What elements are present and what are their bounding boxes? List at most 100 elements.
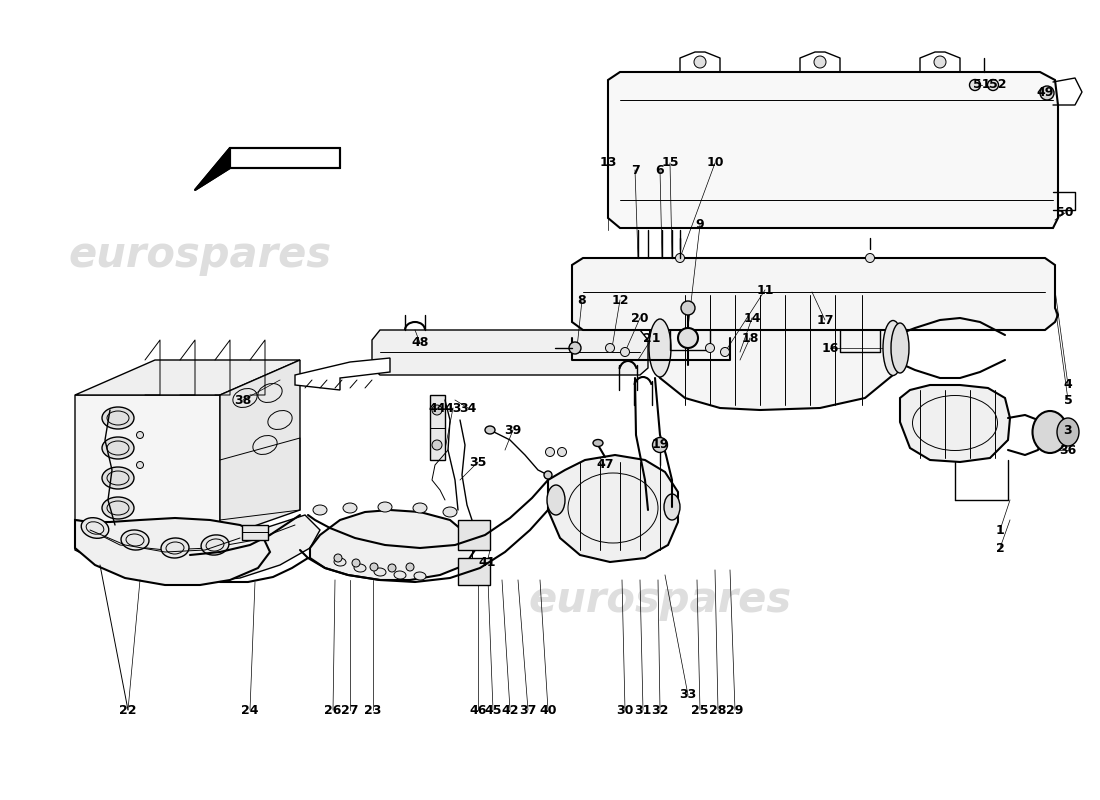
Ellipse shape <box>343 503 358 513</box>
Ellipse shape <box>352 559 360 567</box>
Ellipse shape <box>136 462 143 469</box>
Polygon shape <box>310 510 475 580</box>
Text: 38: 38 <box>234 394 252 406</box>
Text: 3: 3 <box>1064 423 1072 437</box>
Ellipse shape <box>102 407 134 429</box>
Text: 13: 13 <box>600 157 617 170</box>
Text: 11: 11 <box>757 283 773 297</box>
Text: 44: 44 <box>428 402 446 414</box>
Text: 39: 39 <box>505 423 521 437</box>
Ellipse shape <box>432 440 442 450</box>
Polygon shape <box>75 515 320 582</box>
Ellipse shape <box>681 301 695 315</box>
Ellipse shape <box>694 56 706 68</box>
Ellipse shape <box>394 571 406 579</box>
Polygon shape <box>195 148 230 190</box>
Text: 45: 45 <box>484 703 502 717</box>
Ellipse shape <box>866 254 874 262</box>
Text: 22: 22 <box>119 703 136 717</box>
Ellipse shape <box>443 507 456 517</box>
Text: 4: 4 <box>1064 378 1072 391</box>
Ellipse shape <box>136 431 143 438</box>
Text: 10: 10 <box>706 157 724 170</box>
Text: 16: 16 <box>822 342 838 354</box>
Ellipse shape <box>334 554 342 562</box>
Ellipse shape <box>378 502 392 512</box>
Polygon shape <box>548 455 678 562</box>
Text: 17: 17 <box>816 314 834 326</box>
Ellipse shape <box>547 485 565 515</box>
Ellipse shape <box>102 497 134 519</box>
Text: 41: 41 <box>478 557 496 570</box>
Text: 37: 37 <box>519 703 537 717</box>
Polygon shape <box>572 258 1058 330</box>
Text: 15: 15 <box>661 157 679 170</box>
Text: 25: 25 <box>691 703 708 717</box>
Ellipse shape <box>649 319 671 377</box>
Text: 8: 8 <box>578 294 586 306</box>
Text: 20: 20 <box>631 311 649 325</box>
Ellipse shape <box>569 342 581 354</box>
Ellipse shape <box>334 558 346 566</box>
Text: eurospares: eurospares <box>528 579 792 621</box>
Text: 19: 19 <box>651 438 669 451</box>
Text: 26: 26 <box>324 703 342 717</box>
Text: 27: 27 <box>341 703 359 717</box>
Text: 48: 48 <box>411 337 429 350</box>
Text: 31: 31 <box>635 703 651 717</box>
Text: 29: 29 <box>726 703 744 717</box>
Polygon shape <box>372 330 648 375</box>
Text: 32: 32 <box>651 703 669 717</box>
Text: 47: 47 <box>596 458 614 471</box>
Ellipse shape <box>664 494 680 520</box>
Text: 43: 43 <box>444 402 462 414</box>
Text: 49: 49 <box>1036 86 1054 99</box>
Text: 33: 33 <box>680 689 696 702</box>
Ellipse shape <box>620 347 629 357</box>
Ellipse shape <box>388 564 396 572</box>
Text: 2: 2 <box>996 542 1004 554</box>
Polygon shape <box>75 518 270 585</box>
Polygon shape <box>430 395 446 460</box>
Text: 1: 1 <box>996 523 1004 537</box>
Text: 46: 46 <box>470 703 486 717</box>
Ellipse shape <box>883 321 903 375</box>
Text: 21: 21 <box>644 331 661 345</box>
Ellipse shape <box>546 447 554 457</box>
Ellipse shape <box>1057 418 1079 446</box>
Polygon shape <box>230 148 340 168</box>
Text: 36: 36 <box>1059 443 1077 457</box>
Text: 35: 35 <box>470 455 486 469</box>
Ellipse shape <box>406 563 414 571</box>
Ellipse shape <box>81 518 109 538</box>
Ellipse shape <box>1040 86 1054 100</box>
Polygon shape <box>242 525 268 540</box>
Polygon shape <box>608 72 1058 228</box>
Ellipse shape <box>102 467 134 489</box>
Ellipse shape <box>558 447 566 457</box>
Ellipse shape <box>432 405 442 415</box>
Text: 30: 30 <box>616 703 634 717</box>
Polygon shape <box>458 558 490 585</box>
Text: 9: 9 <box>695 218 704 231</box>
Text: 40: 40 <box>539 703 557 717</box>
Text: 51: 51 <box>974 78 991 91</box>
Polygon shape <box>458 520 490 550</box>
Text: 50: 50 <box>1056 206 1074 219</box>
Ellipse shape <box>720 347 729 357</box>
Ellipse shape <box>414 572 426 580</box>
Text: 34: 34 <box>460 402 476 414</box>
Ellipse shape <box>605 343 615 353</box>
Ellipse shape <box>314 505 327 515</box>
Polygon shape <box>220 360 300 538</box>
Text: 14: 14 <box>744 311 761 325</box>
Text: 12: 12 <box>612 294 629 306</box>
Polygon shape <box>295 358 390 390</box>
Ellipse shape <box>102 437 134 459</box>
Ellipse shape <box>675 254 684 262</box>
Text: 7: 7 <box>630 163 639 177</box>
Ellipse shape <box>485 426 495 434</box>
Text: 42: 42 <box>502 703 519 717</box>
Ellipse shape <box>161 538 189 558</box>
Ellipse shape <box>544 471 552 479</box>
